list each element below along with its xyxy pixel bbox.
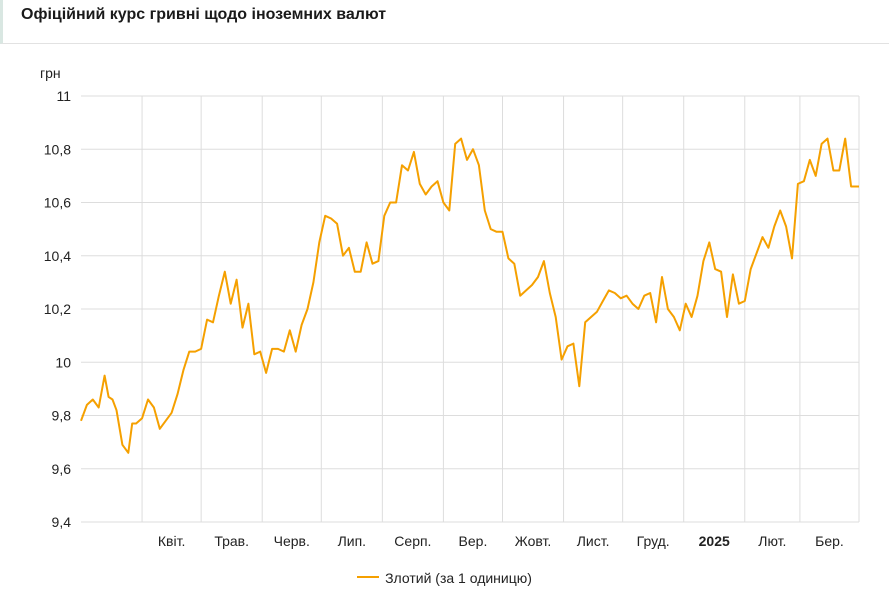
y-tick-label: 9,8 [52, 408, 72, 424]
page-title: Офіційний курс гривні щодо іноземних вал… [21, 6, 387, 23]
y-tick-label: 10 [55, 354, 71, 370]
x-tick-label: Бер. [815, 533, 844, 549]
y-tick-label: 11 [56, 88, 71, 104]
x-tick-label: Серп. [394, 533, 431, 549]
series-line-zloty[interactable] [80, 137, 859, 454]
y-axis-unit-label: грн [40, 65, 61, 81]
y-tick-label: 9,4 [52, 514, 72, 530]
legend-swatch-icon [357, 576, 380, 579]
x-tick-label: Лист. [577, 533, 610, 549]
y-tick-label: 10,4 [44, 248, 71, 264]
y-tick-label: 10,8 [44, 141, 71, 157]
x-tick-label: Трав. [214, 533, 249, 549]
y-tick-label: 10,2 [44, 301, 71, 317]
x-tick-label: Лип. [338, 533, 366, 549]
y-tick-label: 10,6 [44, 195, 71, 211]
x-tick-label: Груд. [637, 533, 670, 549]
chart-legend[interactable]: Злотий (за 1 одиницю) [0, 570, 889, 586]
panel-header: Офіційний курс гривні щодо іноземних вал… [0, 0, 889, 44]
y-axis-ticks: 9,4 9,6 9,8 10 10,2 10,4 10,6 10,8 11 [44, 88, 71, 530]
y-tick-label: 9,6 [52, 461, 72, 477]
x-tick-label: Квіт. [158, 533, 185, 549]
x-tick-label: Жовт. [515, 533, 551, 549]
horizontal-gridlines [81, 95, 859, 523]
chart-area: грн 9,4 9,6 9,8 10 10,2 10,4 10,6 10,8 11 Квіт. Т… [0, 44, 889, 600]
x-tick-label: Черв. [274, 533, 310, 549]
vertical-gridlines [141, 96, 860, 522]
x-tick-label: 2025 [699, 533, 730, 549]
line-chart: грн 9,4 9,6 9,8 10 10,2 10,4 10,6 10,8 11 Квіт. Т… [40, 65, 860, 549]
x-axis-ticks: Квіт. Трав. Черв. Лип. Серп. Вер. Жовт. Лист. Гр… [158, 533, 844, 549]
x-tick-label: Вер. [459, 533, 488, 549]
x-tick-label: Лют. [758, 533, 786, 549]
legend-label: Злотий (за 1 одиницю) [385, 570, 532, 586]
